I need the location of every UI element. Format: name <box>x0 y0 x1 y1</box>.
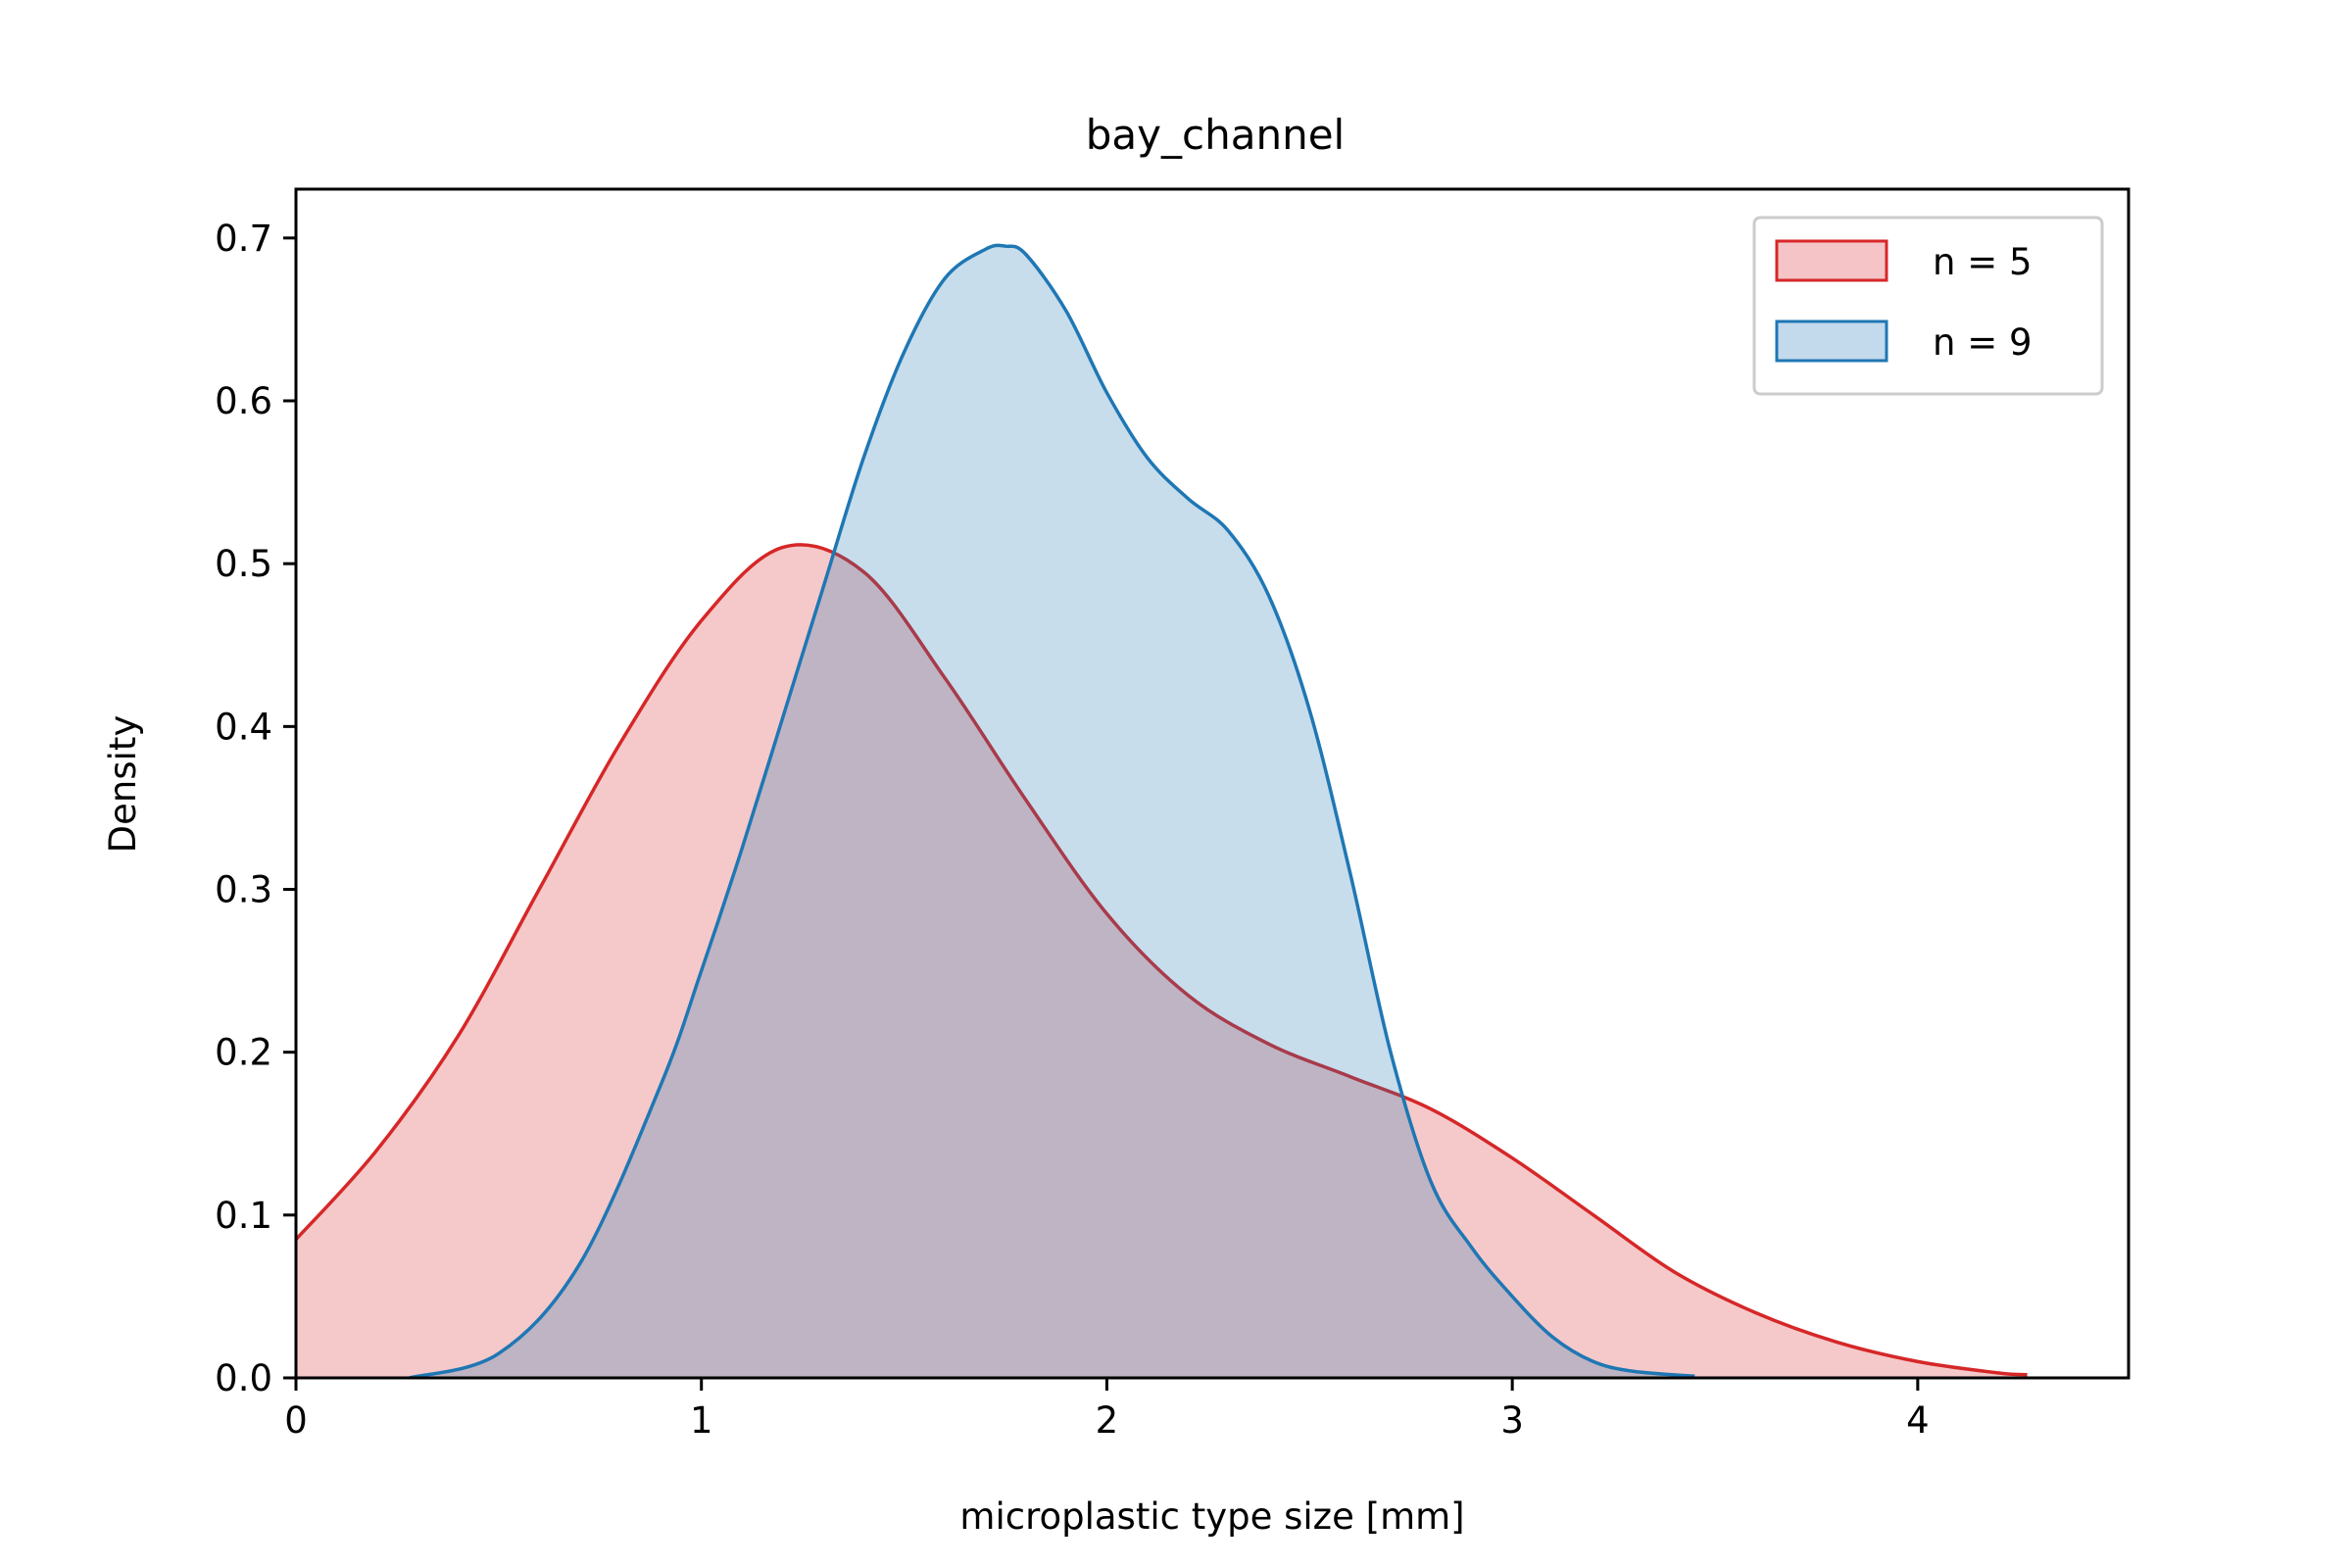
y-tick-label: 0.0 <box>215 1357 272 1399</box>
series-line-2 <box>409 243 1695 1380</box>
y-axis-ticks: 0.0 0.1 0.2 0.3 0.4 0.5 0.6 0.7 <box>215 218 296 1399</box>
y-tick-label: 0.1 <box>215 1195 272 1237</box>
legend-label: n = 5 <box>1933 241 2033 283</box>
series-line-1 <box>294 543 2028 1377</box>
y-axis-label: Density <box>102 715 144 854</box>
y-tick-label: 0.5 <box>215 543 272 585</box>
legend: n = 5 n = 9 <box>1752 216 2104 396</box>
y-tick-label: 0.2 <box>215 1032 272 1074</box>
series-area-2 <box>409 245 1695 1378</box>
y-tick-label: 0.4 <box>215 706 272 748</box>
x-tick-label: 4 <box>1906 1399 1930 1442</box>
legend-label: n = 9 <box>1933 321 2033 364</box>
x-tick-label: 3 <box>1500 1399 1524 1442</box>
x-tick-label: 0 <box>284 1399 308 1442</box>
x-axis-ticks: 0 1 2 3 4 <box>284 1378 1930 1442</box>
plot-frame <box>294 187 2131 1380</box>
chart-title: bay_channel <box>1086 111 1345 159</box>
x-tick-label: 2 <box>1096 1399 1119 1442</box>
y-tick-label: 0.7 <box>215 218 272 260</box>
x-tick-label: 1 <box>690 1399 713 1442</box>
series-layer <box>294 243 2028 1380</box>
legend-swatch <box>1775 239 1888 282</box>
series-area-1 <box>296 544 2028 1378</box>
y-tick-label: 0.3 <box>215 869 272 911</box>
legend-swatch <box>1775 319 1888 363</box>
x-axis-label: microplastic type size [mm] <box>959 1495 1464 1538</box>
y-tick-label: 0.6 <box>215 380 272 422</box>
